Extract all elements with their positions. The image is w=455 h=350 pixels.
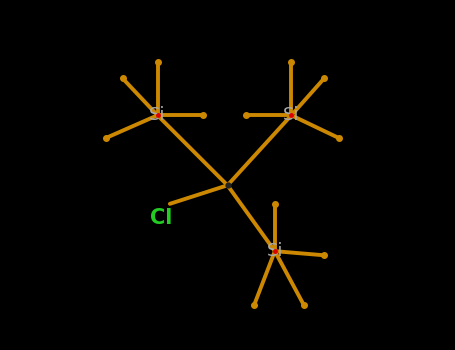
Text: Si: Si — [267, 242, 283, 260]
Text: Si: Si — [283, 106, 299, 124]
Text: Cl: Cl — [151, 208, 173, 228]
Text: Si: Si — [149, 106, 166, 124]
